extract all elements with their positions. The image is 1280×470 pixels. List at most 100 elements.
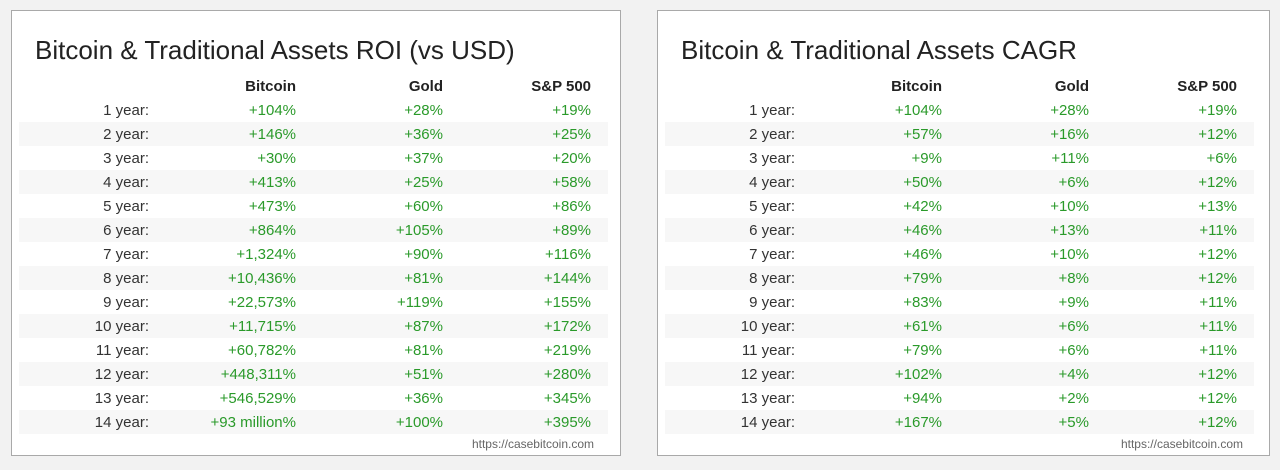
table-row: 3 year: +30% +37% +20% — [19, 146, 608, 170]
return-value: +1,324% — [236, 245, 296, 263]
return-value: +280% — [543, 365, 591, 383]
return-value: +5% — [1058, 413, 1089, 431]
table-row: 7 year: +46% +10% +12% — [665, 242, 1254, 266]
table-row: 7 year: +1,324% +90% +116% — [19, 242, 608, 266]
table-row: 5 year: +42% +10% +13% — [665, 194, 1254, 218]
column-header: Bitcoin — [891, 77, 942, 95]
return-value: +105% — [395, 221, 443, 239]
period-label: 12 year: — [94, 365, 149, 383]
header-row: Bitcoin Gold S&P 500 — [665, 74, 1254, 98]
source-link[interactable]: https://casebitcoin.com — [471, 437, 594, 451]
return-value: +60,782% — [228, 341, 296, 359]
panel-title: Bitcoin & Traditional Assets ROI (vs USD… — [35, 35, 515, 65]
period-label: 10 year: — [740, 317, 795, 335]
period-label: 14 year: — [94, 413, 149, 431]
table-row: 13 year: +546,529% +36% +345% — [19, 386, 608, 410]
return-value: +13% — [1198, 197, 1237, 215]
table-row: 4 year: +50% +6% +12% — [665, 170, 1254, 194]
table-row: 6 year: +864% +105% +89% — [19, 218, 608, 242]
source-link[interactable]: https://casebitcoin.com — [1120, 437, 1243, 451]
return-value: +102% — [894, 365, 942, 383]
return-value: +46% — [903, 245, 942, 263]
table-row: 14 year: +93 million% +100% +395% — [19, 410, 608, 434]
column-header: Bitcoin — [245, 77, 296, 95]
return-value: +16% — [1050, 125, 1089, 143]
return-value: +12% — [1198, 125, 1237, 143]
return-value: +155% — [543, 293, 591, 311]
period-label: 4 year: — [103, 173, 149, 191]
return-value: +395% — [543, 413, 591, 431]
column-header: S&P 500 — [1177, 77, 1237, 95]
return-value: +46% — [903, 221, 942, 239]
return-value: +36% — [404, 125, 443, 143]
return-value: +57% — [903, 125, 942, 143]
return-value: +50% — [903, 173, 942, 191]
return-value: +19% — [1198, 101, 1237, 119]
return-value: +89% — [552, 221, 591, 239]
return-value: +86% — [552, 197, 591, 215]
period-label: 12 year: — [740, 365, 795, 383]
return-value: +4% — [1058, 365, 1089, 383]
roi-panel: Bitcoin & Traditional Assets ROI (vs USD… — [11, 10, 621, 456]
return-value: +473% — [248, 197, 296, 215]
table-row: 8 year: +10,436% +81% +144% — [19, 266, 608, 290]
return-value: +12% — [1198, 245, 1237, 263]
period-label: 7 year: — [103, 245, 149, 263]
table-row: 10 year: +61% +6% +11% — [665, 314, 1254, 338]
return-value: +30% — [257, 149, 296, 167]
return-value: +12% — [1198, 413, 1237, 431]
return-value: +20% — [552, 149, 591, 167]
return-value: +83% — [903, 293, 942, 311]
return-value: +167% — [894, 413, 942, 431]
period-label: 13 year: — [740, 389, 795, 407]
return-value: +119% — [396, 293, 443, 311]
return-value: +172% — [543, 317, 591, 335]
period-label: 3 year: — [749, 149, 795, 167]
return-value: +51% — [404, 365, 443, 383]
return-value: +864% — [248, 221, 296, 239]
period-label: 10 year: — [94, 317, 149, 335]
period-label: 13 year: — [94, 389, 149, 407]
return-value: +93 million% — [210, 413, 296, 431]
column-header: Gold — [408, 77, 443, 95]
return-value: +10,436% — [228, 269, 296, 287]
return-value: +94% — [903, 389, 942, 407]
return-value: +11% — [1199, 341, 1237, 359]
period-label: 1 year: — [103, 101, 149, 119]
header-blank — [665, 74, 795, 98]
table-row: 2 year: +57% +16% +12% — [665, 122, 1254, 146]
table-row: 3 year: +9% +11% +6% — [665, 146, 1254, 170]
return-value: +60% — [404, 197, 443, 215]
return-value: +79% — [903, 341, 942, 359]
return-value: +12% — [1198, 269, 1237, 287]
return-value: +6% — [1058, 317, 1089, 335]
table-row: 10 year: +11,715% +87% +172% — [19, 314, 608, 338]
table-row: 13 year: +94% +2% +12% — [665, 386, 1254, 410]
table-row: 12 year: +448,311% +51% +280% — [19, 362, 608, 386]
return-value: +25% — [404, 173, 443, 191]
return-value: +219% — [543, 341, 591, 359]
table-row: 9 year: +22,573% +119% +155% — [19, 290, 608, 314]
return-value: +10% — [1050, 245, 1089, 263]
return-value: +10% — [1050, 197, 1089, 215]
return-value: +144% — [543, 269, 591, 287]
period-label: 6 year: — [749, 221, 795, 239]
return-value: +12% — [1198, 365, 1237, 383]
return-value: +28% — [1050, 101, 1089, 119]
return-value: +146% — [248, 125, 296, 143]
period-label: 8 year: — [103, 269, 149, 287]
return-value: +12% — [1198, 389, 1237, 407]
return-value: +58% — [552, 173, 591, 191]
column-header: Gold — [1054, 77, 1089, 95]
return-value: +11% — [1199, 221, 1237, 239]
period-label: 4 year: — [749, 173, 795, 191]
table-row: 14 year: +167% +5% +12% — [665, 410, 1254, 434]
table-row: 4 year: +413% +25% +58% — [19, 170, 608, 194]
period-label: 5 year: — [103, 197, 149, 215]
return-value: +6% — [1058, 173, 1089, 191]
return-value: +12% — [1198, 173, 1237, 191]
period-label: 14 year: — [740, 413, 795, 431]
return-value: +6% — [1206, 149, 1237, 167]
period-label: 8 year: — [749, 269, 795, 287]
period-label: 9 year: — [103, 293, 149, 311]
